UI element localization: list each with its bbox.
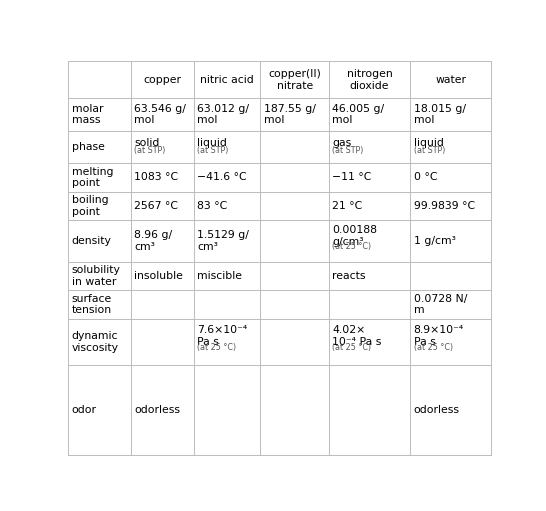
Text: 21 °C: 21 °C [333,201,363,211]
Text: 187.55 g/
mol: 187.55 g/ mol [264,104,316,125]
Text: density: density [72,236,111,246]
Text: molar
mass: molar mass [72,104,103,125]
Text: 4.02×
10⁻⁴ Pa s: 4.02× 10⁻⁴ Pa s [333,326,382,347]
Text: reacts: reacts [333,271,366,281]
Text: −41.6 °C: −41.6 °C [197,172,246,182]
Text: 63.546 g/
mol: 63.546 g/ mol [134,104,186,125]
Text: (at STP): (at STP) [197,146,228,155]
Text: surface
tension: surface tension [72,294,112,315]
Text: 1083 °C: 1083 °C [134,172,179,182]
Text: copper: copper [143,75,181,85]
Text: (at 25 °C): (at 25 °C) [333,343,371,352]
Text: 99.9839 °C: 99.9839 °C [413,201,474,211]
Text: 46.005 g/
mol: 46.005 g/ mol [333,104,384,125]
Text: 7.6×10⁻⁴
Pa s: 7.6×10⁻⁴ Pa s [197,326,247,347]
Text: melting
point: melting point [72,167,113,188]
Text: nitric acid: nitric acid [200,75,254,85]
Text: 1.5129 g/
cm³: 1.5129 g/ cm³ [197,230,249,252]
Text: (at 25 °C): (at 25 °C) [333,242,371,250]
Text: odorless: odorless [134,405,180,415]
Text: copper(II)
nitrate: copper(II) nitrate [268,69,321,90]
Text: liquid: liquid [197,138,227,148]
Text: (at STP): (at STP) [134,146,165,155]
Text: 8.9×10⁻⁴
Pa s: 8.9×10⁻⁴ Pa s [413,326,464,347]
Text: 8.96 g/
cm³: 8.96 g/ cm³ [134,230,173,252]
Text: miscible: miscible [197,271,242,281]
Text: 0.0728 N/
m: 0.0728 N/ m [413,294,467,315]
Text: 63.012 g/
mol: 63.012 g/ mol [197,104,249,125]
Text: (at 25 °C): (at 25 °C) [413,343,453,352]
Text: gas: gas [333,138,352,148]
Text: nitrogen
dioxide: nitrogen dioxide [347,69,393,90]
Text: liquid: liquid [413,138,443,148]
Text: −11 °C: −11 °C [333,172,372,182]
Text: phase: phase [72,142,104,152]
Text: water: water [435,75,466,85]
Text: 1 g/cm³: 1 g/cm³ [413,236,455,246]
Text: 18.015 g/
mol: 18.015 g/ mol [413,104,466,125]
Text: 0.00188
g/cm³: 0.00188 g/cm³ [333,225,377,247]
Text: (at 25 °C): (at 25 °C) [197,343,236,352]
Text: (at STP): (at STP) [413,146,445,155]
Text: dynamic
viscosity: dynamic viscosity [72,331,118,353]
Text: insoluble: insoluble [134,271,183,281]
Text: 2567 °C: 2567 °C [134,201,178,211]
Text: solubility
in water: solubility in water [72,265,121,287]
Text: 0 °C: 0 °C [413,172,437,182]
Text: (at STP): (at STP) [333,146,364,155]
Text: 83 °C: 83 °C [197,201,227,211]
Text: odor: odor [72,405,97,415]
Text: solid: solid [134,138,159,148]
Text: boiling
point: boiling point [72,195,108,217]
Text: odorless: odorless [413,405,460,415]
